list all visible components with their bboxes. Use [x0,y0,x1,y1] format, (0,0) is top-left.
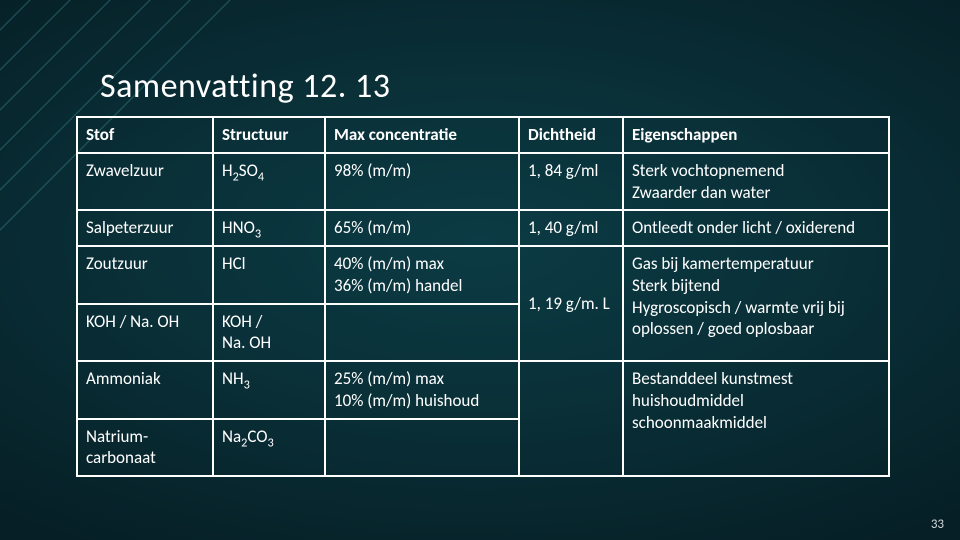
cell-eigenschappen: Gas bij kamertemperatuurSterk bijtendHyg… [623,246,889,361]
cell-eigenschappen: Ontleedt onder licht / oxiderend [623,210,889,246]
cell-max-conc [325,304,519,362]
cell-stof: Zoutzuur [77,246,213,304]
cell-stof: Zwavelzuur [77,153,213,211]
slide-title: Samenvatting 12. 13 [100,66,390,107]
cell-max-conc: 40% (m/m) max36% (m/m) handel [325,246,519,304]
cell-structuur: H2SO4 [213,153,325,211]
table-row: ZwavelzuurH2SO498% (m/m)1, 84 g/mlSterk … [77,153,889,211]
col-structuur: Structuur [213,117,325,153]
cell-structuur: NH3 [213,361,325,419]
cell-max-conc: 25% (m/m) max10% (m/m) huishoud [325,361,519,419]
cell-max-conc [325,419,519,477]
cell-structuur: HCl [213,246,325,304]
cell-eigenschappen: Sterk vochtopnemendZwaarder dan water [623,153,889,211]
cell-dichtheid: 1, 40 g/ml [519,210,623,246]
col-max-conc: Max concentratie [325,117,519,153]
cell-stof: Natrium-carbonaat [77,419,213,477]
col-eigenschappen: Eigenschappen [623,117,889,153]
table-row: AmmoniakNH325% (m/m) max10% (m/m) huisho… [77,361,889,419]
summary-table: Stof Structuur Max concentratie Dichthei… [76,116,890,477]
cell-structuur: Na2CO3 [213,419,325,477]
col-dichtheid: Dichtheid [519,117,623,153]
col-stof: Stof [77,117,213,153]
cell-max-conc: 98% (m/m) [325,153,519,211]
cell-dichtheid: 1, 19 g/m. L [519,246,623,361]
cell-stof: Salpeterzuur [77,210,213,246]
cell-max-conc: 65% (m/m) [325,210,519,246]
cell-structuur: KOH /Na. OH [213,304,325,362]
cell-stof: KOH / Na. OH [77,304,213,362]
cell-eigenschappen: Bestanddeel kunstmesthuishoudmiddelschoo… [623,361,889,476]
page-number: 33 [931,517,944,532]
cell-structuur: HNO3 [213,210,325,246]
table-body: ZwavelzuurH2SO498% (m/m)1, 84 g/mlSterk … [77,153,889,476]
table-row: ZoutzuurHCl40% (m/m) max36% (m/m) handel… [77,246,889,304]
cell-dichtheid [519,361,623,476]
table-header-row: Stof Structuur Max concentratie Dichthei… [77,117,889,153]
table-row: SalpeterzuurHNO365% (m/m)1, 40 g/mlOntle… [77,210,889,246]
cell-stof: Ammoniak [77,361,213,419]
cell-dichtheid: 1, 84 g/ml [519,153,623,211]
